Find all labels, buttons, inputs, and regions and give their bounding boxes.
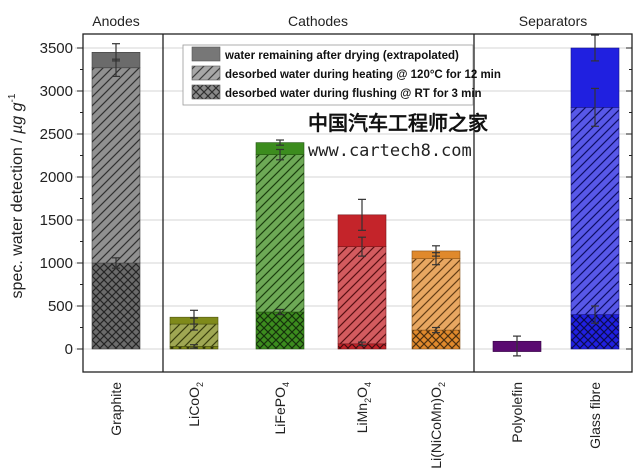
error-bar	[591, 87, 599, 127]
y-axis-title: spec. water detection / µg g-1	[7, 93, 26, 298]
x-label: Polyolefin	[509, 382, 525, 443]
x-label: Li(NiCoMn)O2	[428, 382, 447, 469]
error-bar	[358, 198, 366, 231]
error-bar	[432, 326, 440, 334]
plot-border	[82, 33, 633, 373]
y-tick-label: 0	[65, 341, 73, 358]
y-tick-label: 2000	[40, 169, 73, 186]
group-labels: Anodes Cathodes Separators	[92, 13, 587, 29]
group-label-cathodes: Cathodes	[288, 13, 348, 29]
x-label: LiCoO2	[186, 382, 205, 427]
error-bar	[591, 34, 599, 62]
error-bar	[513, 335, 521, 357]
bar-segment-diagonal	[411, 258, 461, 331]
y-tick-label: 1000	[40, 255, 73, 272]
error-bar	[276, 148, 284, 161]
error-bar	[112, 43, 120, 62]
error-bar	[276, 139, 284, 146]
bar-segment-diagonal	[570, 107, 620, 315]
x-axis-labels: Graphite LiCoO2 LiFePO4 LiMn2O4 Li(NiCoMn)O2…	[108, 382, 603, 469]
legend-label: water remaining after drying (extrapolat…	[224, 50, 459, 62]
legend-label: desorbed water during flushing @ RT for …	[225, 88, 482, 100]
group-label-separators: Separators	[519, 13, 587, 29]
error-bar	[591, 305, 599, 324]
legend-swatch-solid	[191, 46, 221, 62]
x-label: Graphite	[108, 382, 124, 436]
y-axis: 0 500 1000 1500 2000 2500 3000 3500	[40, 40, 632, 358]
watermark-url: www.cartech8.com	[308, 141, 472, 161]
error-bar	[190, 309, 198, 325]
group-label-anodes: Anodes	[92, 13, 139, 29]
bar-segment-diagonal	[255, 154, 305, 313]
error-bar	[190, 344, 198, 349]
y-tick-label: 500	[48, 298, 73, 315]
bar-segment-crosshatch	[255, 311, 305, 350]
y-tick-label: 2500	[40, 126, 73, 143]
y-tick-label: 3000	[40, 83, 73, 100]
legend-label: desorbed water during heating @ 120°C fo…	[225, 69, 501, 81]
bar-segment-diagonal	[91, 67, 141, 264]
error-bars	[112, 34, 599, 357]
plot-frame	[82, 33, 633, 373]
legend-box	[182, 44, 474, 106]
x-label: Glass fibre	[587, 382, 603, 449]
bar-segment-diagonal	[337, 246, 387, 345]
error-bar	[112, 257, 120, 269]
watermark: 中国汽车工程师之家 www.cartech8.com	[308, 111, 489, 161]
watermark-cn: 中国汽车工程师之家	[308, 111, 489, 135]
y-tick-label: 3500	[40, 40, 73, 57]
legend: water remaining after drying (extrapolat…	[182, 44, 501, 106]
error-bar	[432, 245, 440, 257]
error-bar	[358, 341, 366, 347]
error-bar	[358, 236, 366, 257]
legend-swatch-crosshatch	[191, 84, 221, 100]
y-tick-label: 1500	[40, 212, 73, 229]
x-label: LiMn2O4	[354, 382, 373, 433]
x-label: LiFePO4	[272, 382, 291, 434]
bar-segment-crosshatch	[91, 262, 141, 350]
legend-swatch-diagonal	[191, 65, 221, 81]
error-bar	[276, 308, 284, 316]
